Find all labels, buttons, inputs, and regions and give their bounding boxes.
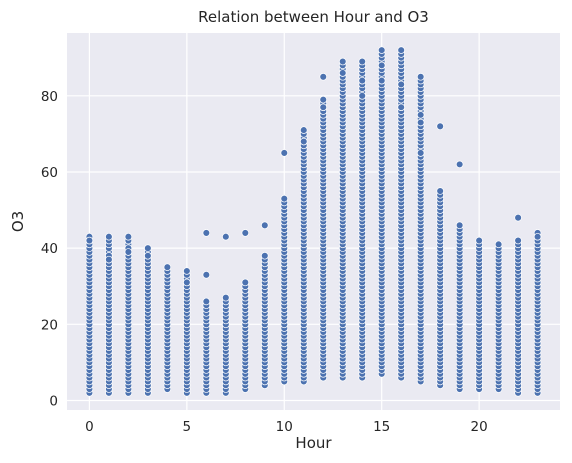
data-point [319, 103, 327, 112]
data-point [416, 111, 425, 119]
data-point [397, 103, 405, 112]
chart-title: Relation between Hour and O3 [198, 8, 429, 26]
y-tick-label: 0 [49, 393, 58, 409]
y-tick-label: 60 [41, 165, 58, 181]
data-point [533, 232, 542, 241]
data-point [397, 46, 405, 54]
y-tick-label: 80 [41, 89, 58, 105]
data-point [241, 229, 250, 237]
data-point [300, 137, 308, 146]
data-point [280, 194, 289, 203]
data-point [183, 278, 191, 287]
data-point [202, 297, 211, 306]
data-point [202, 271, 211, 279]
x-tick-labels: 0 5 10 15 20 [85, 419, 488, 435]
data-point [377, 46, 386, 54]
data-point [144, 252, 152, 260]
y-axis-label: O3 [9, 211, 27, 232]
y-tick-labels: 0 20 40 60 80 [41, 89, 58, 410]
data-point [377, 76, 386, 85]
data-point [358, 76, 366, 85]
data-point [416, 73, 425, 81]
data-point [163, 263, 172, 271]
data-point [397, 80, 405, 89]
x-tick-label: 20 [471, 419, 488, 435]
plot-background [67, 33, 560, 410]
data-point [261, 252, 269, 260]
data-point [85, 236, 94, 245]
data-point [377, 61, 386, 70]
data-point [261, 221, 269, 230]
data-point [105, 232, 113, 241]
data-point [338, 57, 347, 66]
data-point [416, 149, 425, 157]
data-point [124, 232, 133, 241]
data-point [475, 236, 483, 245]
data-point [514, 236, 522, 245]
data-point [319, 95, 327, 104]
data-point [144, 244, 152, 252]
data-point [455, 221, 464, 230]
data-point [436, 187, 444, 195]
data-point [300, 126, 308, 134]
data-point [241, 278, 250, 287]
data-point [416, 118, 425, 127]
data-point [222, 232, 230, 241]
data-point [105, 255, 113, 264]
scatter-points [85, 46, 542, 397]
x-tick-label: 5 [183, 419, 192, 435]
data-point [338, 69, 347, 77]
y-tick-label: 40 [41, 241, 58, 257]
data-point [494, 240, 503, 249]
data-point [124, 248, 133, 256]
data-point [202, 229, 211, 237]
data-point [358, 92, 366, 100]
x-tick-label: 0 [85, 419, 94, 435]
data-point [358, 57, 366, 66]
x-tick-label: 15 [373, 419, 390, 435]
data-point [280, 149, 289, 157]
y-tick-label: 20 [41, 317, 58, 333]
x-tick-label: 10 [276, 419, 293, 435]
data-point [319, 73, 327, 81]
data-point [455, 160, 464, 169]
data-point [514, 213, 522, 222]
data-point [222, 293, 230, 302]
data-point [183, 267, 191, 275]
data-point [436, 122, 444, 131]
x-axis-label: Hour [295, 434, 332, 452]
